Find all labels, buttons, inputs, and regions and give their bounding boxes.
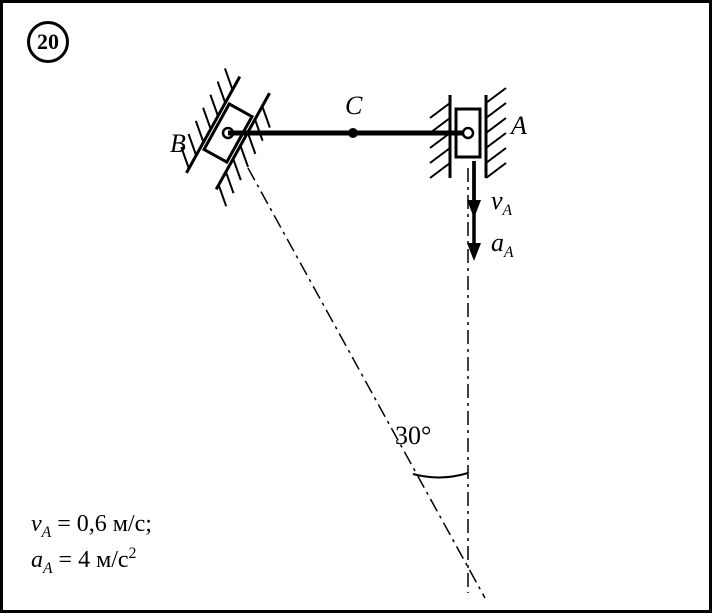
- g2-unit-base: м/с: [96, 547, 129, 573]
- label-vA: vA: [491, 186, 512, 220]
- label-C: C: [345, 91, 362, 121]
- label-vA-sub: A: [503, 202, 513, 219]
- label-C-text: C: [345, 91, 362, 120]
- g1-eq: =: [57, 511, 77, 537]
- angle-arc: [413, 473, 468, 477]
- wall-A: [486, 88, 506, 178]
- g1-val: 0,6: [77, 511, 107, 537]
- g2-sym: a: [31, 547, 43, 573]
- g2-sup: 2: [129, 545, 137, 562]
- label-A: A: [511, 111, 527, 141]
- g1-unit-text: м/с: [113, 511, 146, 537]
- label-angle: 30°: [395, 421, 431, 451]
- g1-unit: м/с;: [113, 511, 152, 537]
- g1-sub: A: [42, 524, 52, 541]
- point-C: [348, 128, 358, 138]
- g2-sub: A: [43, 560, 53, 577]
- label-aA: aA: [491, 228, 514, 262]
- g1-sym: v: [31, 511, 42, 537]
- label-B-text: B: [170, 129, 186, 158]
- given-line1: vA = 0,6 м/с;: [31, 508, 152, 544]
- label-angle-text: 30°: [395, 421, 431, 450]
- label-vA-sym: v: [491, 186, 503, 215]
- vector-aA: [467, 161, 481, 261]
- g2-eq: =: [59, 547, 79, 573]
- wall-A-left-hatch: [430, 95, 450, 178]
- given-values: vA = 0,6 м/с; aA = 4 м/с2: [31, 508, 152, 580]
- label-A-text: A: [511, 111, 527, 140]
- label-B: B: [170, 129, 186, 159]
- label-aA-sym: a: [491, 228, 504, 257]
- guide-inclined: [248, 168, 485, 598]
- label-aA-sub: A: [504, 244, 514, 261]
- pin-A: [463, 128, 473, 138]
- g2-val: 4: [78, 547, 90, 573]
- g2-unit: м/с2: [96, 547, 136, 573]
- given-line2: aA = 4 м/с2: [31, 543, 152, 580]
